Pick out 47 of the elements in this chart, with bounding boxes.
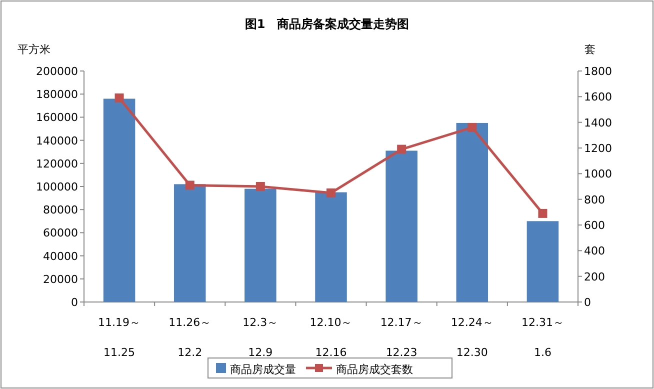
y2-tick-label: 1400 (584, 116, 612, 130)
category-label: 12.24～ 12.30 (450, 316, 494, 359)
y-tick-label: 80000 (43, 204, 78, 217)
y2-tick-label: 600 (584, 219, 605, 232)
y2-axis-title: 套 (584, 43, 596, 56)
y-tick-label: 60000 (43, 226, 78, 240)
y-tick-label: 100000 (36, 180, 78, 194)
y2-tick-label: 1000 (584, 168, 612, 181)
category-label: 12.3～ 12.9 (242, 316, 278, 359)
y2-tick-label: 1600 (584, 90, 612, 104)
point (326, 188, 336, 198)
bar (174, 184, 206, 302)
y-tick-label: 0 (71, 296, 78, 309)
bar (315, 192, 347, 302)
legend-商品房成交量: 商品房成交量 (230, 363, 296, 376)
point (397, 144, 406, 154)
y2-tick-label: 0 (584, 296, 591, 309)
y-axis-title: 平方米 (18, 43, 50, 56)
legend-商品房成交套数: 商品房成交套数 (336, 363, 413, 376)
bar (244, 188, 276, 302)
y-tick-label: 180000 (36, 88, 78, 102)
bar (526, 221, 559, 302)
y-tick-label: 160000 (36, 111, 78, 124)
y-tick-label: 20000 (43, 272, 78, 286)
y-tick-label: 120000 (36, 157, 78, 170)
bar (386, 150, 418, 302)
point (538, 208, 548, 218)
point (468, 122, 477, 132)
bar (456, 122, 488, 302)
point (114, 93, 124, 102)
title: 图1 商品房备案成交量走势图 (244, 17, 410, 31)
point (185, 180, 194, 190)
category-label: 12.17～ 12.23 (380, 316, 423, 359)
bar (103, 98, 136, 302)
y2-tick-label: 1800 (584, 65, 612, 78)
y-tick-label: 40000 (43, 250, 78, 263)
y2-tick-label: 800 (584, 193, 605, 206)
y-tick-label: 200000 (36, 65, 78, 78)
y2-tick-label: 400 (584, 244, 605, 258)
y-tick-label: 140000 (36, 134, 78, 148)
category-label: 12.10～ 12.16 (310, 316, 352, 359)
category-label: 11.19～ 11.25 (98, 316, 141, 359)
category-label: 11.26～ 12.2 (168, 316, 212, 359)
y2-tick-label: 1200 (584, 142, 612, 155)
category-label: 12.31～ 1.6 (521, 316, 564, 359)
point (256, 182, 265, 191)
y2-tick-label: 200 (584, 270, 605, 284)
